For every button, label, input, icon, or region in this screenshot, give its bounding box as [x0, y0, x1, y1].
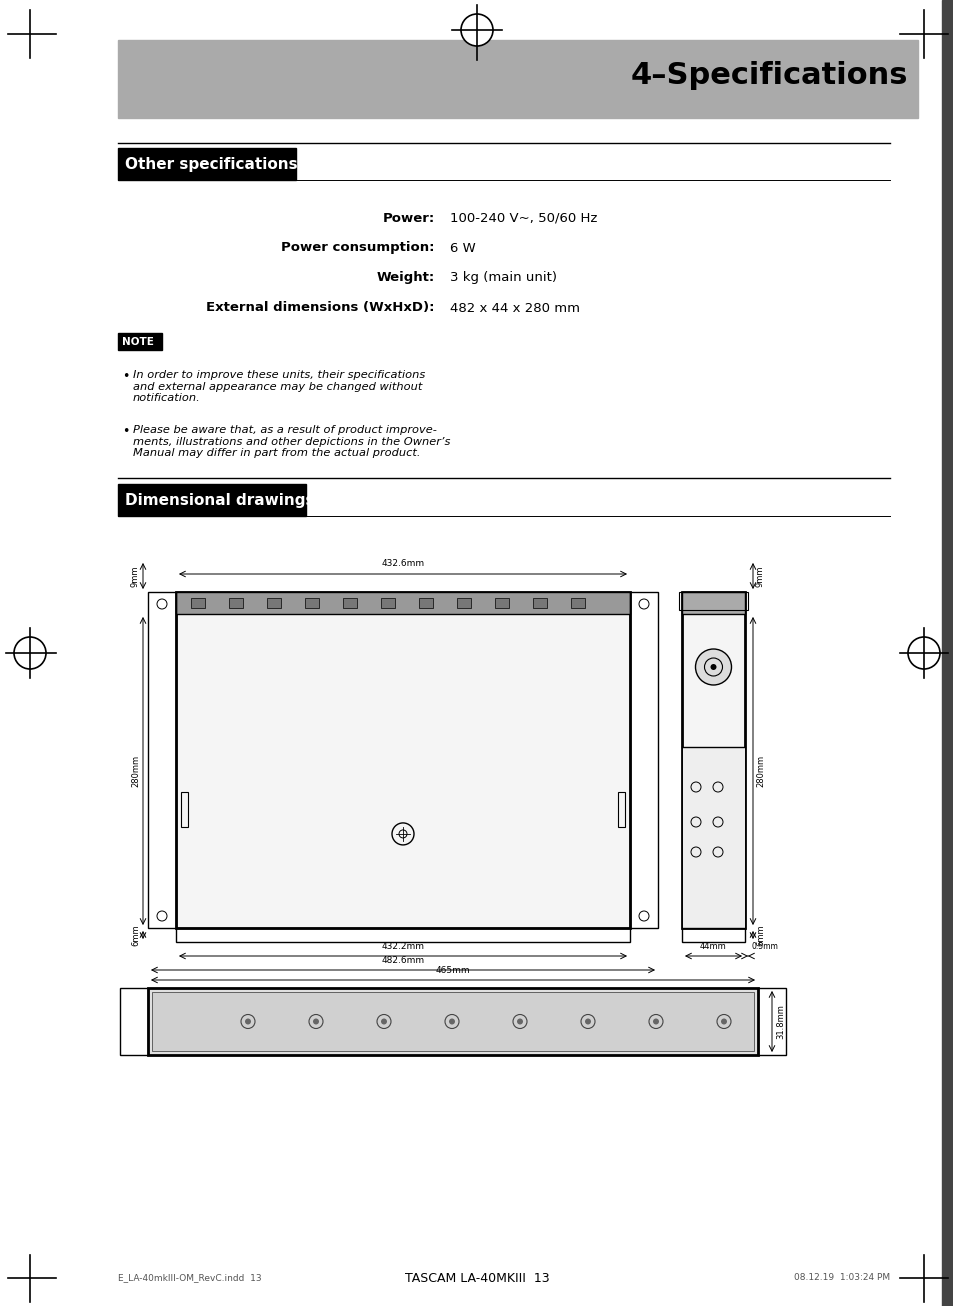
Bar: [681, 747, 744, 929]
Text: Please be aware that, as a result of product improve-
ments, illustrations and o: Please be aware that, as a result of pro…: [132, 424, 450, 458]
Bar: [175, 592, 629, 929]
Bar: [191, 598, 205, 609]
Text: Other specifications: Other specifications: [125, 158, 297, 172]
Text: Weight:: Weight:: [376, 272, 435, 285]
Bar: [118, 485, 306, 516]
Text: Dimensional drawings: Dimensional drawings: [125, 494, 314, 508]
Bar: [418, 598, 433, 609]
Text: TASCAM LA-40MKIII  13: TASCAM LA-40MKIII 13: [404, 1272, 549, 1285]
Text: 08.12.19  1:03:24 PM: 08.12.19 1:03:24 PM: [793, 1273, 889, 1282]
Bar: [618, 791, 624, 827]
Bar: [758, 989, 785, 1055]
Circle shape: [584, 1019, 590, 1024]
Bar: [629, 592, 658, 929]
Circle shape: [14, 637, 46, 669]
Circle shape: [652, 1019, 659, 1024]
Bar: [181, 791, 188, 827]
Text: NOTE: NOTE: [122, 337, 153, 347]
Text: Power consumption:: Power consumption:: [281, 242, 435, 255]
Bar: [175, 929, 629, 942]
Bar: [495, 598, 509, 609]
Text: •: •: [122, 370, 130, 383]
Bar: [681, 592, 744, 614]
Circle shape: [380, 1019, 387, 1024]
Text: 6 W: 6 W: [450, 242, 476, 255]
Bar: [118, 148, 295, 180]
Bar: [343, 598, 356, 609]
Bar: [152, 993, 753, 1051]
Text: 482 x 44 x 280 mm: 482 x 44 x 280 mm: [450, 302, 579, 315]
Text: 432.2mm: 432.2mm: [381, 942, 424, 951]
Circle shape: [695, 649, 731, 686]
Text: 4–Specifications: 4–Specifications: [630, 61, 907, 90]
Text: 6mm: 6mm: [755, 925, 764, 946]
Bar: [120, 989, 148, 1055]
Circle shape: [245, 1019, 251, 1024]
Text: In order to improve these units, their specifications
and external appearance ma: In order to improve these units, their s…: [132, 370, 425, 404]
Circle shape: [449, 1019, 455, 1024]
Text: 31.8mm: 31.8mm: [775, 1004, 784, 1040]
Bar: [118, 40, 917, 118]
Bar: [305, 598, 318, 609]
Text: E_LA-40mkIII-OM_RevC.indd  13: E_LA-40mkIII-OM_RevC.indd 13: [118, 1273, 261, 1282]
Text: 6mm: 6mm: [131, 925, 140, 946]
Circle shape: [517, 1019, 522, 1024]
Text: 9mm: 9mm: [755, 565, 764, 586]
Circle shape: [710, 663, 716, 670]
Circle shape: [313, 1019, 318, 1024]
Bar: [681, 592, 744, 929]
Bar: [267, 598, 281, 609]
Circle shape: [460, 14, 493, 46]
Text: 280mm: 280mm: [131, 755, 140, 788]
Bar: [118, 333, 162, 350]
Bar: [175, 592, 629, 614]
Text: 100-240 V~, 50/60 Hz: 100-240 V~, 50/60 Hz: [450, 212, 597, 225]
Bar: [571, 598, 584, 609]
Bar: [533, 598, 546, 609]
Bar: [229, 598, 243, 609]
Text: 44mm: 44mm: [700, 942, 726, 951]
Text: 9mm: 9mm: [131, 565, 140, 586]
Bar: [148, 989, 758, 1055]
Circle shape: [907, 637, 939, 669]
Text: 465mm: 465mm: [436, 966, 470, 976]
Circle shape: [720, 1019, 726, 1024]
Bar: [456, 598, 471, 609]
Text: •: •: [122, 424, 130, 438]
Text: 482.6mm: 482.6mm: [381, 956, 424, 965]
Text: External dimensions (WxHxD):: External dimensions (WxHxD):: [206, 302, 435, 315]
Text: 280mm: 280mm: [755, 755, 764, 788]
Text: 432.6mm: 432.6mm: [381, 559, 424, 568]
Bar: [679, 592, 747, 610]
Text: Power:: Power:: [382, 212, 435, 225]
Bar: [148, 592, 175, 929]
Bar: [681, 929, 744, 942]
Bar: [941, 0, 953, 1306]
Bar: [380, 598, 395, 609]
Text: 0.5mm: 0.5mm: [751, 942, 778, 951]
Text: 3 kg (main unit): 3 kg (main unit): [450, 272, 557, 285]
